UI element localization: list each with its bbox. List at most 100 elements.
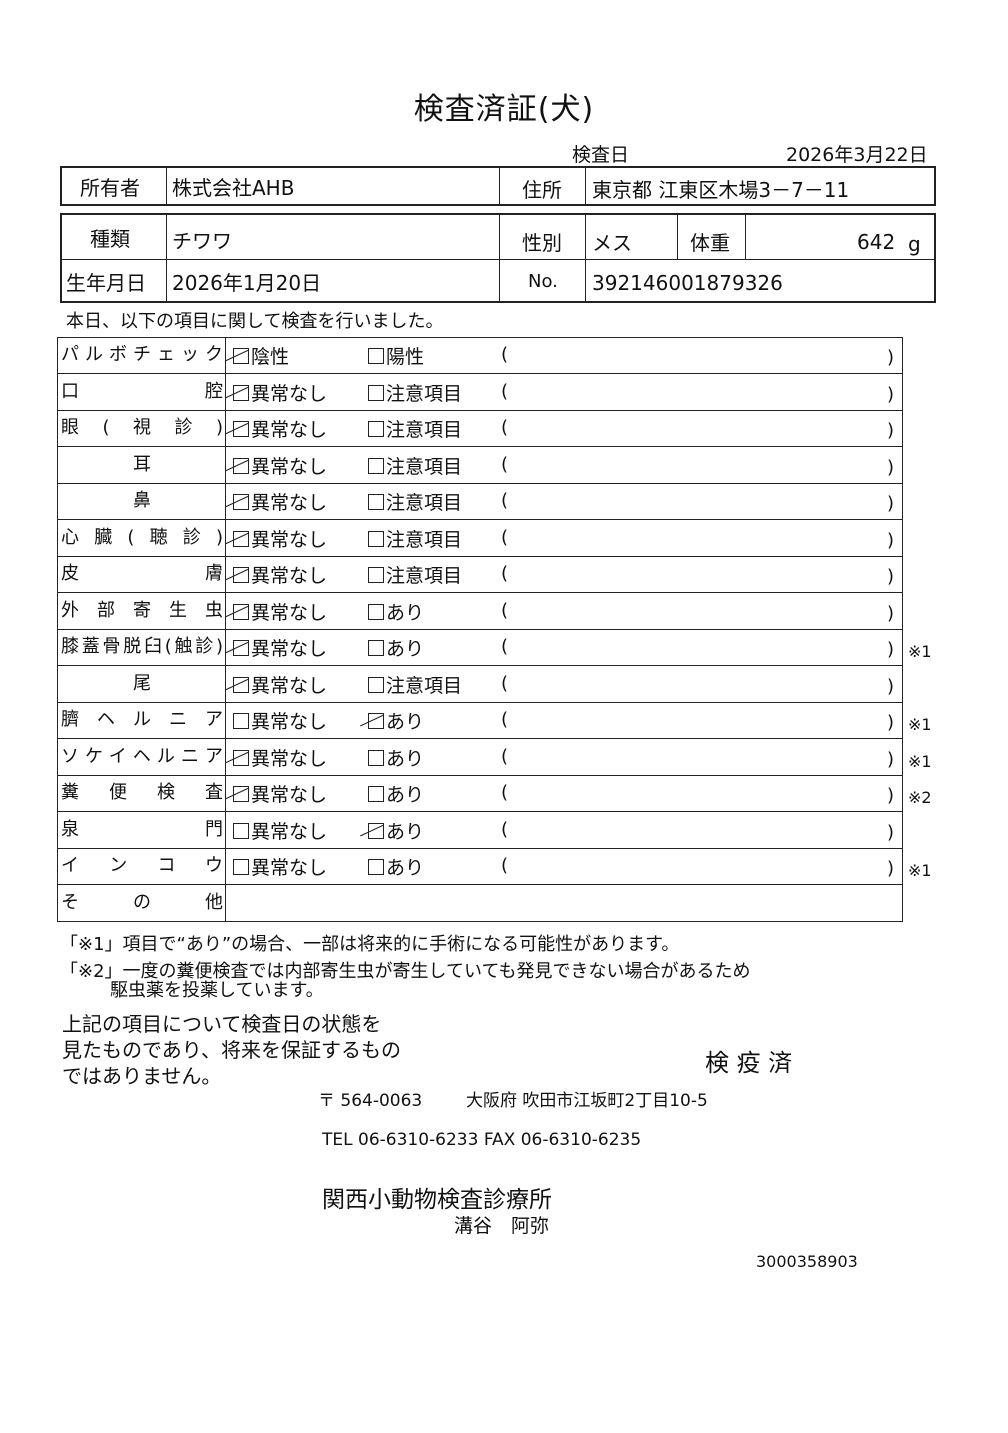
option-2[interactable]: あり (368, 707, 424, 734)
checkbox[interactable] (233, 640, 249, 656)
row-note: ※2 (908, 788, 932, 807)
checkbox[interactable] (233, 567, 249, 583)
checkbox[interactable] (233, 348, 249, 364)
checklist-row: 皮膚 異常なし 注意項目 () (57, 556, 903, 593)
option-1[interactable]: 異常なし (233, 488, 327, 515)
birth-label: 生年月日 (66, 271, 146, 295)
paren-close: ) (887, 529, 895, 551)
checkbox[interactable] (233, 713, 249, 729)
pet-info-box: 種類 チワワ 性別 メス 体重 642 g 生年月日 2026年1月20日 No… (60, 213, 936, 303)
option-1[interactable]: 異常なし (233, 561, 327, 588)
checklist-row: 膝蓋骨脱臼(触診) 異常なし あり () ※1 (57, 629, 932, 666)
checkbox[interactable] (233, 749, 249, 766)
checkbox[interactable] (368, 713, 384, 729)
checkbox[interactable] (368, 676, 384, 693)
option-label: 注意項目 (386, 674, 463, 697)
paren-close: ) (887, 493, 895, 514)
option-1[interactable]: 異常なし (233, 525, 327, 552)
checkbox[interactable] (368, 859, 384, 875)
checkbox[interactable] (368, 603, 384, 620)
option-2[interactable]: 注意項目 (368, 525, 462, 552)
footnote-2-cont: 駆虫薬を投薬しています。 (110, 980, 324, 1001)
option-label: 陰性 (251, 346, 290, 368)
option-2[interactable]: あり (368, 634, 424, 661)
option-label: あり (386, 638, 425, 660)
option-2[interactable]: 注意項目 (368, 452, 462, 479)
option-2[interactable]: あり (368, 817, 424, 844)
option-1[interactable]: 異常なし (233, 634, 327, 661)
checkbox[interactable] (233, 384, 249, 401)
checklist-row: ソケイヘルニア 異常なし あり () ※1 (57, 739, 932, 776)
checkbox[interactable] (368, 494, 384, 510)
checkbox[interactable] (368, 822, 384, 839)
option-1[interactable]: 異常なし (233, 379, 327, 406)
paren-close: ) (887, 785, 895, 806)
row-label: 外部寄生虫 (61, 599, 223, 621)
option-label: 注意項目 (386, 565, 463, 587)
checkbox[interactable] (368, 421, 384, 437)
page-title: 検査済証(犬) (413, 92, 595, 127)
checkbox[interactable] (368, 530, 384, 547)
option-2[interactable]: 注意項目 (368, 561, 462, 588)
checklist-row: パルボチェック 陰性 陽性 () (57, 337, 903, 374)
option-1[interactable]: 異常なし (233, 707, 327, 734)
checkbox[interactable] (233, 494, 249, 510)
intro-text: 本日、以下の項目に関して検査を行いました。 (66, 311, 444, 332)
weight-label: 体重 (690, 231, 730, 255)
row-label: 心臓(聴診) (61, 526, 223, 548)
option-1[interactable]: 異常なし (233, 817, 327, 844)
option-2[interactable]: 注意項目 (368, 415, 462, 442)
row-label: 皮膚 (61, 563, 223, 584)
option-1[interactable]: 異常なし (233, 744, 327, 771)
checkbox[interactable] (368, 786, 384, 802)
checklist-row: 耳 異常なし 注意項目 () (57, 447, 903, 484)
option-label: 注意項目 (386, 492, 463, 514)
paren-close: ) (887, 675, 895, 697)
checkbox[interactable] (368, 640, 384, 656)
option-label: 異常なし (251, 601, 328, 624)
paren-close: ) (887, 347, 895, 368)
disclaimer-1: 上記の項目について検査日の状態を (62, 1012, 382, 1036)
option-2[interactable]: 陽性 (368, 342, 424, 369)
row-label: 耳 (133, 453, 151, 475)
checkbox[interactable] (368, 384, 384, 401)
option-2[interactable]: あり (368, 744, 424, 771)
checkbox[interactable] (233, 603, 249, 620)
option-2[interactable]: あり (368, 780, 424, 807)
weight-unit: g (908, 232, 921, 256)
checkbox[interactable] (368, 457, 384, 474)
option-label: 異常なし (251, 711, 328, 733)
checkbox[interactable] (233, 457, 249, 474)
option-2[interactable]: あり (368, 853, 424, 880)
checkbox[interactable] (368, 749, 384, 766)
option-1[interactable]: 異常なし (233, 598, 327, 625)
row-note: ※1 (908, 715, 932, 734)
option-label: 異常なし (251, 747, 328, 770)
option-1[interactable]: 異常なし (233, 452, 327, 479)
checkbox[interactable] (368, 567, 384, 583)
paren-open: ( (501, 563, 509, 584)
checkbox[interactable] (368, 348, 384, 364)
option-2[interactable]: 注意項目 (368, 488, 462, 515)
option-1[interactable]: 異常なし (233, 780, 327, 807)
checkbox[interactable] (233, 786, 249, 802)
row-label: 糞便検査 (61, 782, 223, 803)
row-label: 膝蓋骨脱臼(触診) (61, 636, 223, 657)
option-label: 異常なし (251, 528, 328, 551)
option-1[interactable]: 陰性 (233, 342, 289, 369)
checkbox[interactable] (233, 859, 249, 875)
option-2[interactable]: 注意項目 (368, 379, 462, 406)
option-1[interactable]: 異常なし (233, 853, 327, 880)
option-2[interactable]: あり (368, 598, 424, 625)
number-value: 392146001879326 (592, 271, 783, 295)
checkbox[interactable] (233, 822, 249, 839)
number-label: No. (528, 271, 558, 292)
clinic-name: 関西小動物検査診療所 (322, 1187, 552, 1213)
row-label: 泉門 (61, 818, 223, 840)
checkbox[interactable] (233, 530, 249, 547)
checkbox[interactable] (233, 421, 249, 437)
checkbox[interactable] (233, 676, 249, 693)
option-1[interactable]: 異常なし (233, 415, 327, 442)
option-1[interactable]: 異常なし (233, 671, 327, 698)
option-2[interactable]: 注意項目 (368, 671, 462, 698)
